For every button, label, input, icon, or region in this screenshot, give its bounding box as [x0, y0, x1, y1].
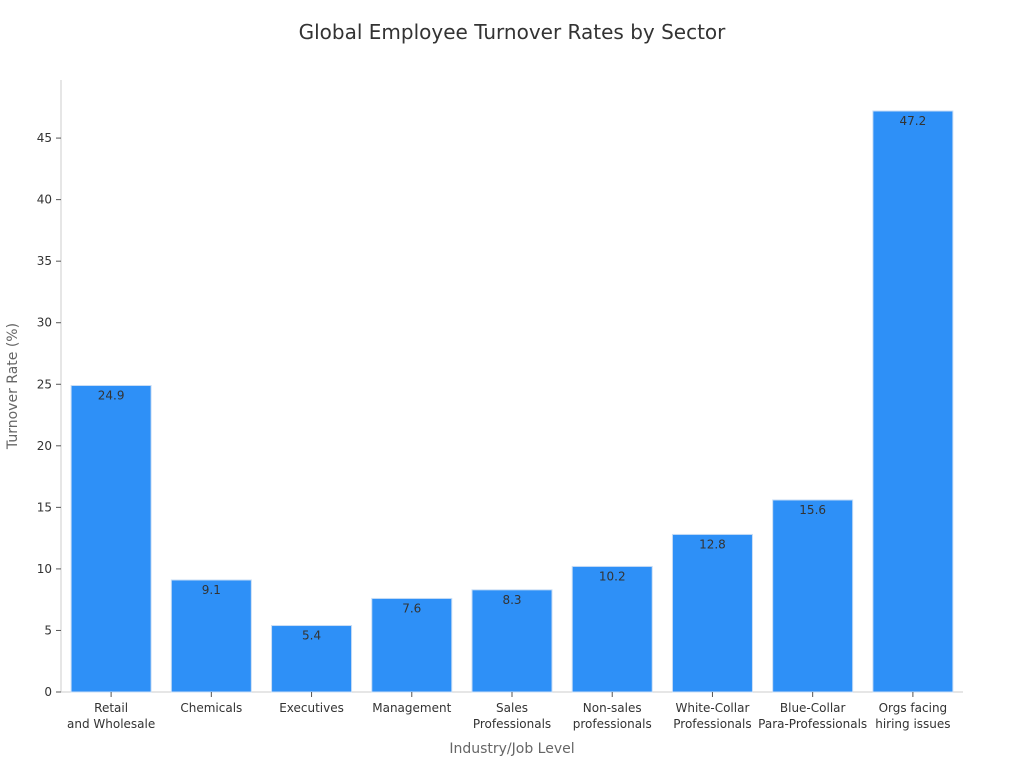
- bar: [471, 589, 553, 693]
- bar: [170, 579, 252, 693]
- y-tick-label: 40: [37, 193, 52, 207]
- x-tick-label: White-Collar Professionals: [673, 701, 751, 731]
- x-tick-label: Retail and Wholesale: [67, 701, 155, 731]
- bar: [70, 384, 152, 693]
- x-axis-label: Industry/Job Level: [449, 741, 575, 757]
- bar: [872, 110, 954, 693]
- x-tick-label: Executives: [279, 701, 344, 715]
- x-tick-label: Management: [372, 701, 451, 715]
- x-tick-label: Orgs facing hiring issues: [875, 701, 950, 731]
- bar-value-label: 15.6: [799, 503, 826, 517]
- y-tick-label: 25: [37, 377, 52, 391]
- chart-title: Global Employee Turnover Rates by Sector: [298, 20, 726, 44]
- bar-value-label: 8.3: [502, 593, 521, 607]
- bar: [371, 597, 453, 693]
- x-tick-label: Sales Professionals: [473, 701, 551, 731]
- bar: [772, 499, 854, 693]
- x-tick-label: Blue-Collar Para-Professionals: [758, 701, 867, 731]
- x-tick-label: Non-sales professionals: [573, 701, 652, 731]
- x-tick-label: Chemicals: [180, 701, 242, 715]
- bar-value-label: 7.6: [402, 601, 421, 615]
- bar: [271, 625, 353, 693]
- bar-value-label: 9.1: [202, 583, 221, 597]
- y-tick-label: 45: [37, 131, 52, 145]
- y-tick-label: 15: [37, 500, 52, 514]
- bar-value-label: 5.4: [302, 629, 321, 643]
- y-axis-label: Turnover Rate (%): [5, 322, 21, 450]
- bar: [571, 565, 653, 693]
- y-tick-label: 5: [44, 623, 52, 637]
- bar: [671, 533, 753, 693]
- bar-value-label: 47.2: [900, 114, 927, 128]
- bar-value-label: 12.8: [699, 537, 726, 551]
- y-tick-label: 10: [37, 562, 52, 576]
- y-tick-label: 20: [37, 439, 52, 453]
- bar-value-label: 10.2: [599, 569, 626, 583]
- y-tick-label: 35: [37, 254, 52, 268]
- bar-value-label: 24.9: [98, 388, 125, 402]
- y-tick-label: 30: [37, 316, 52, 330]
- y-tick-label: 0: [44, 685, 52, 699]
